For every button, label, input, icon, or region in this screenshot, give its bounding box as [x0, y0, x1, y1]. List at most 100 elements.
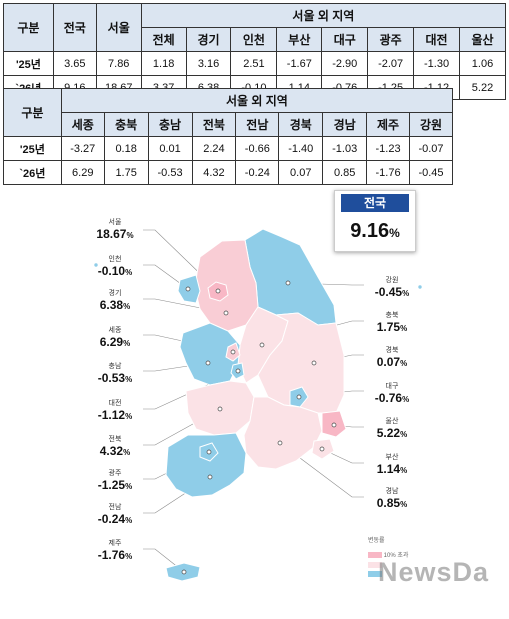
table2-region-header: 충북	[103, 112, 149, 137]
cell-value: 1.06	[459, 51, 506, 76]
cell-value: -0.53	[147, 160, 193, 185]
dot-jeonbuk	[217, 406, 223, 412]
label-gyeonggi: 경기 6.38%	[99, 290, 131, 312]
cell-value: 4.32	[191, 160, 237, 185]
label-gangwon: 강원 -0.45%	[374, 277, 410, 299]
region-dots	[181, 280, 337, 575]
cell-value: -1.40	[278, 136, 324, 161]
label-daejeon: 대전 -1.12%	[97, 400, 133, 422]
region-gyeongnam[interactable]	[243, 396, 323, 470]
label-sejong: 세종 6.29%	[99, 327, 131, 349]
watermark-logo: NewsDa	[378, 557, 490, 587]
cell-value: 2.24	[191, 136, 237, 161]
cell-value: 5.22	[459, 75, 506, 100]
table1-region-header: 전체	[140, 27, 187, 52]
cell-value: 0.85	[322, 160, 368, 185]
table1-col-national: 전국	[52, 3, 97, 52]
dot-ulsan	[331, 422, 337, 428]
row-label: '25년	[3, 51, 54, 76]
table2-region-header: 강원	[409, 112, 453, 137]
table2-region-header: 전남	[235, 112, 280, 137]
dot-gwangju	[206, 449, 212, 455]
national-summary-box: 전국 9.16%	[334, 190, 416, 252]
label-incheon: 인천 -0.10%	[97, 256, 133, 278]
table-provinces: 구분 서울 외 지역 세종 충북 충남 전북 전남 경북 경남 제주 강원 '2…	[3, 88, 454, 185]
cell-value: -1.76	[366, 160, 411, 185]
label-busan: 부산 1.14%	[376, 454, 408, 476]
dot-jeonnam	[207, 474, 213, 480]
table1-region-header: 대구	[321, 27, 369, 52]
table2-region-header: 경북	[278, 112, 324, 137]
region-shapes	[93, 228, 423, 582]
label-jeonbuk: 전북 4.32%	[99, 436, 131, 458]
dot-daegu	[296, 394, 302, 400]
national-value: 9.16%	[335, 220, 415, 243]
map-legend: 변동률 10% 초과	[368, 535, 458, 605]
table2-corner: 구분	[3, 88, 62, 137]
cell-value: -2.07	[367, 51, 415, 76]
cell-value: -1.30	[413, 51, 460, 76]
national-value-unit: %	[389, 226, 400, 240]
label-jeju: 제주 -1.76%	[97, 540, 133, 562]
table1-region-header: 인천	[230, 27, 278, 52]
table1-region-header: 울산	[459, 27, 506, 52]
dot-jeju	[181, 569, 187, 575]
korea-map	[93, 228, 423, 582]
cell-value: 0.01	[147, 136, 193, 161]
legend-swatch	[368, 562, 382, 568]
table-row: '25년 3.65 7.86 1.18 3.16 2.51 -1.67 -2.9…	[3, 51, 506, 76]
table1-region-header: 경기	[185, 27, 232, 52]
cell-value: -1.03	[322, 136, 368, 161]
table2-region-header: 제주	[366, 112, 411, 137]
legend-item: 10% 초과	[368, 550, 458, 559]
cell-value: 6.29	[60, 160, 105, 185]
table-row: '25년 -3.27 0.18 0.01 2.24 -0.66 -1.40 -1…	[3, 136, 453, 161]
label-jeonnam: 전남 -0.24%	[97, 504, 133, 526]
table1-region-header: 부산	[276, 27, 323, 52]
dot-gyeongnam	[277, 440, 283, 446]
cell-value: 0.07	[278, 160, 324, 185]
dot-gangwon	[285, 280, 291, 286]
leader-incheon	[143, 264, 189, 290]
dot-gyeonggi	[223, 310, 229, 316]
table1-region-header: 대전	[413, 27, 460, 52]
dot-chungbuk	[259, 342, 265, 348]
table2-region-header: 세종	[60, 112, 105, 137]
legend-swatch	[368, 552, 382, 559]
dot-gyeongbuk	[311, 360, 317, 366]
leader-jeju	[143, 548, 185, 573]
cell-value: -0.07	[409, 136, 453, 161]
label-seoul: 서울 18.67%	[96, 219, 134, 241]
dot-seoul	[215, 288, 221, 294]
dot-daejeon	[235, 368, 241, 374]
cell-value: -1.67	[276, 51, 323, 76]
cell-value: 3.65	[52, 51, 97, 76]
national-value-number: 9.16	[350, 220, 390, 242]
table1-region-header: 광주	[367, 27, 415, 52]
cell-value: -0.45	[409, 160, 453, 185]
label-daegu: 대구 -0.76%	[374, 383, 410, 405]
label-ulsan: 울산 5.22%	[376, 418, 408, 440]
legend-item-label: 10% 초과	[383, 553, 409, 559]
national-label: 전국	[341, 194, 409, 212]
table1-group-header: 서울 외 지역	[140, 3, 507, 28]
cell-value: 2.51	[230, 51, 278, 76]
label-chungnam: 충남 -0.53%	[97, 363, 133, 385]
cell-value: -1.23	[366, 136, 411, 161]
table1-corner: 구분	[3, 3, 54, 52]
dot-incheon	[185, 286, 191, 292]
cell-value: -0.66	[235, 136, 280, 161]
region-jeonnam[interactable]	[165, 432, 247, 498]
label-gyeongnam: 경남 0.85%	[376, 488, 408, 510]
row-label: `26년	[3, 160, 62, 185]
cell-value: -3.27	[60, 136, 105, 161]
table1-col-seoul: 서울	[95, 3, 142, 52]
leader-gyeongnam	[279, 442, 364, 498]
cell-value: 7.86	[95, 51, 142, 76]
island-ulleung	[417, 284, 423, 290]
cell-value: -2.90	[321, 51, 369, 76]
cell-value: 1.18	[140, 51, 187, 76]
legend-title: 변동률	[368, 538, 385, 544]
cell-value: 1.75	[103, 160, 149, 185]
table2-region-header: 전북	[191, 112, 237, 137]
